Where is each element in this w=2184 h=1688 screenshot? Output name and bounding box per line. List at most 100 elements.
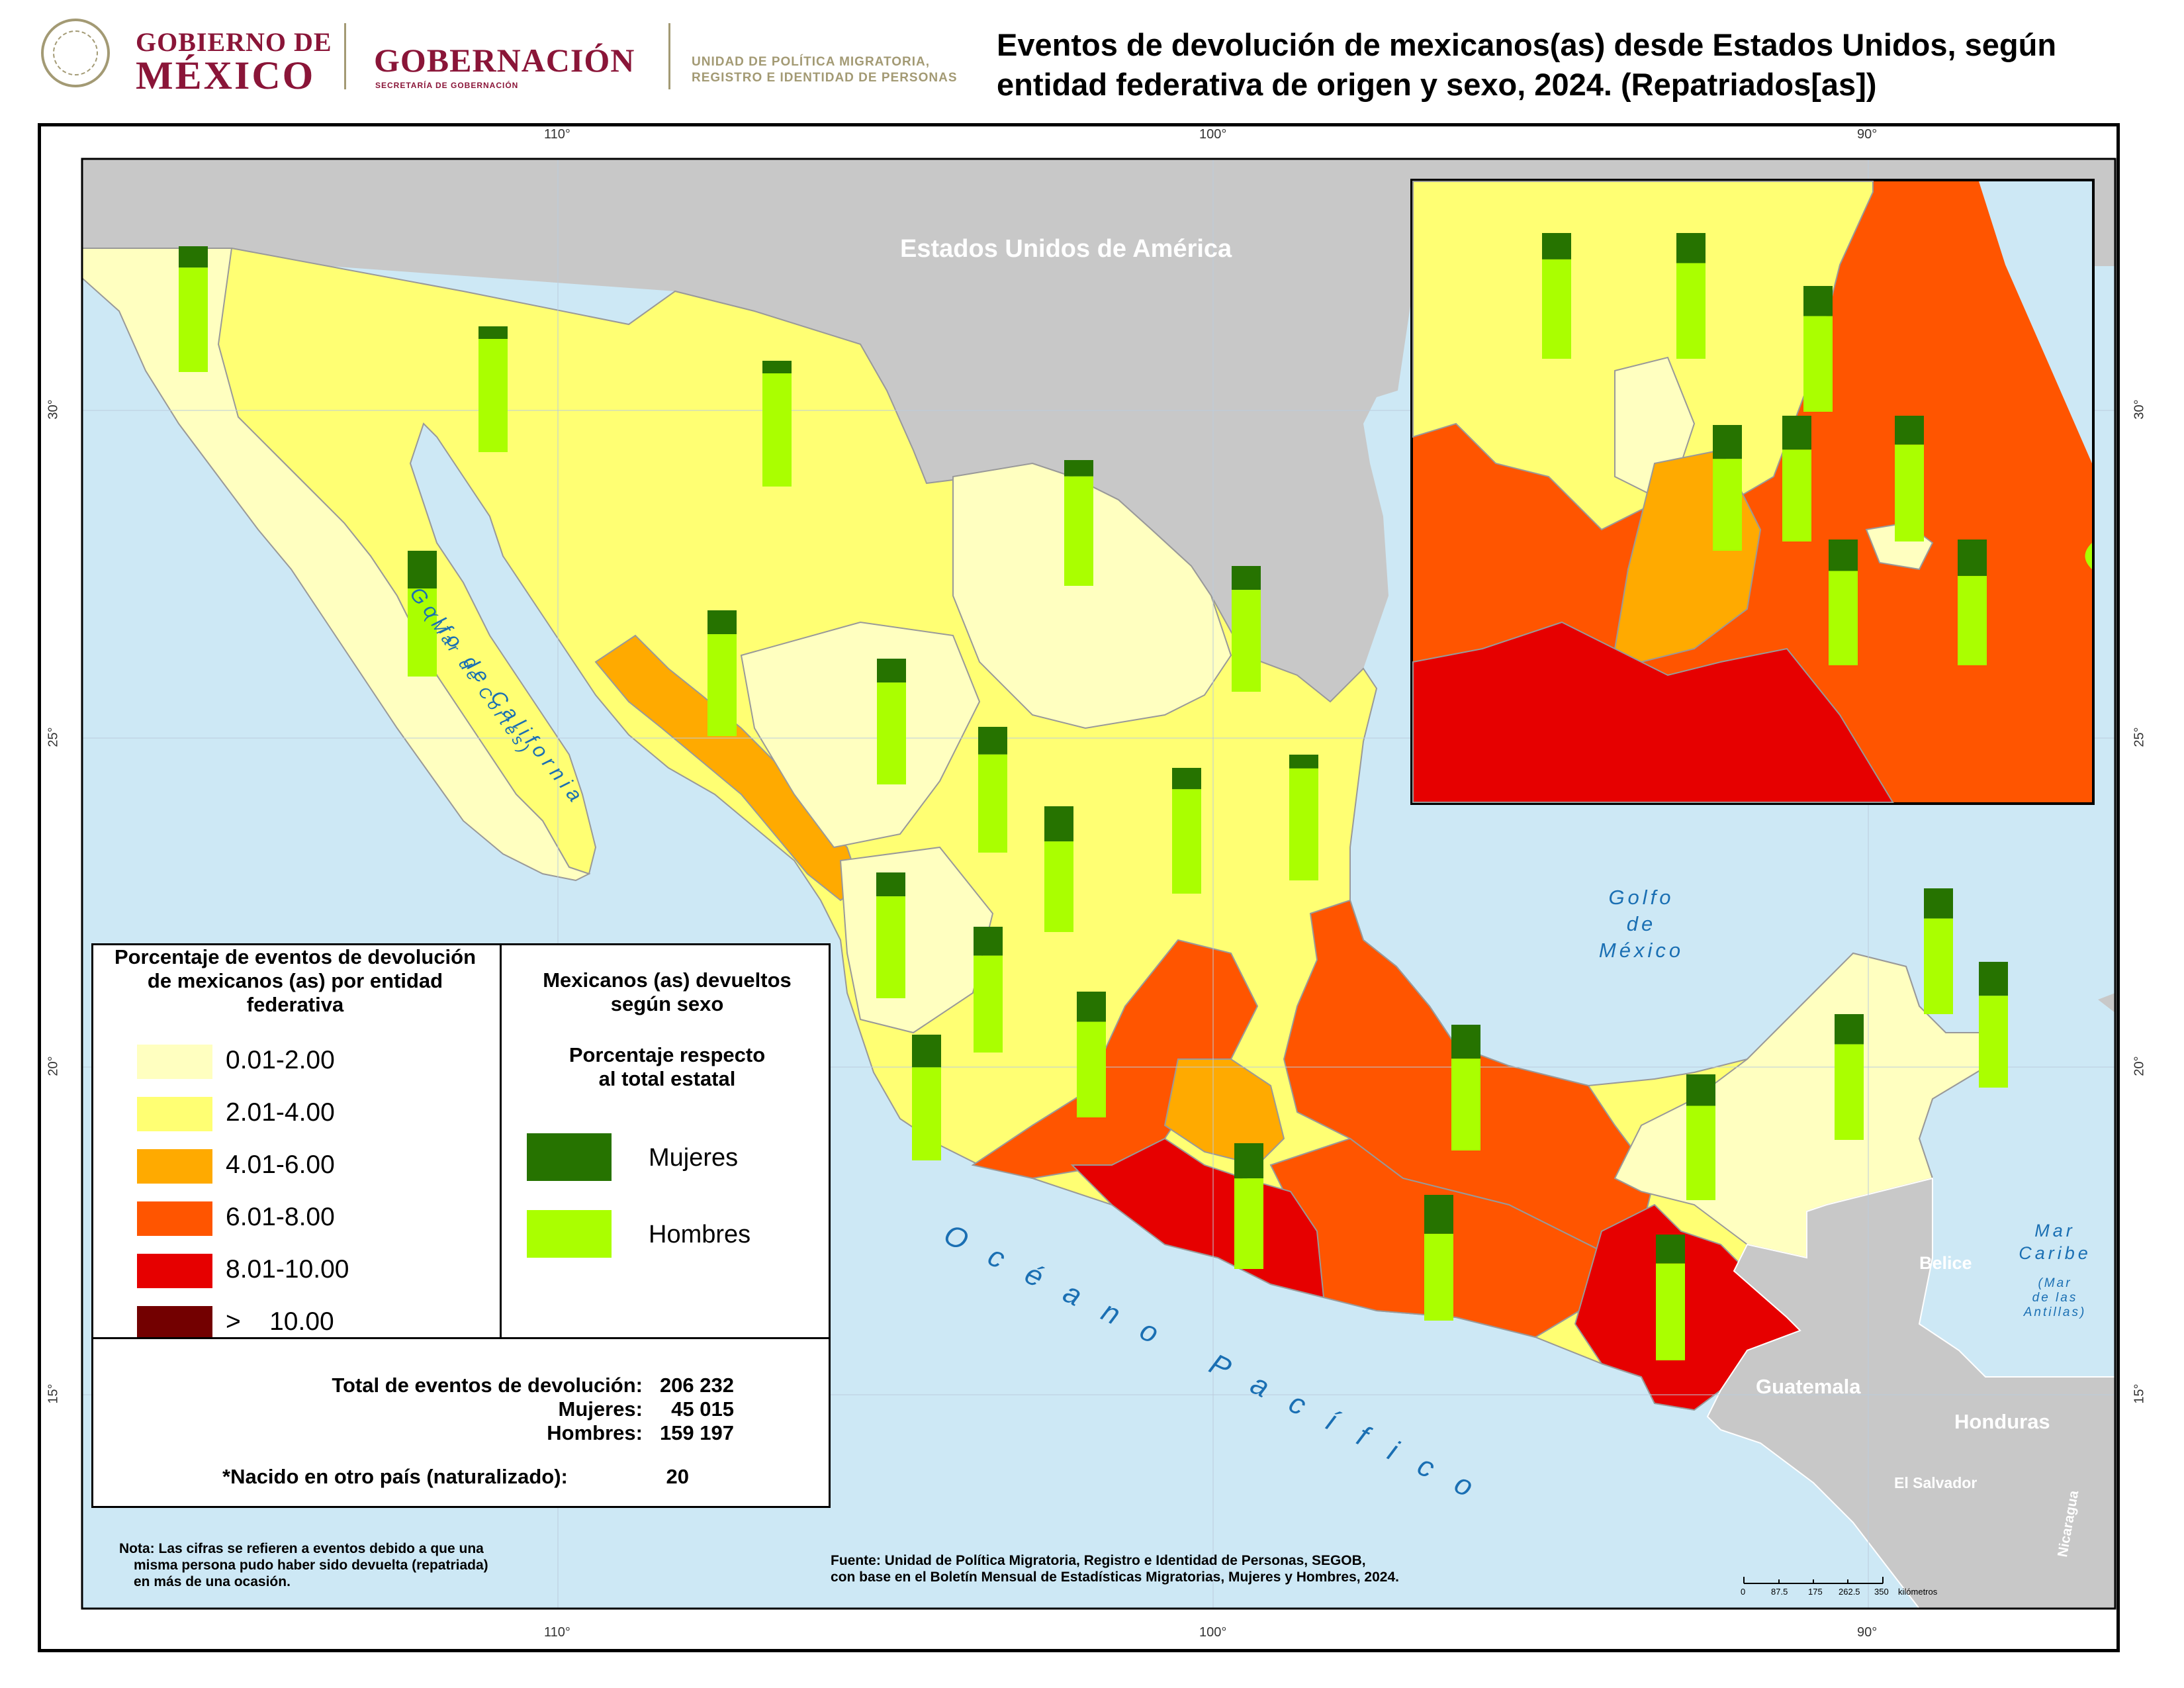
bar-men-nl	[1232, 590, 1261, 692]
tick-lat-25-right: 25°	[2132, 727, 2147, 747]
bar-women-camp	[1835, 1014, 1864, 1045]
state-baja-california	[81, 248, 591, 882]
bar-men-coah	[1064, 476, 1093, 586]
women-total-label: Mujeres:	[558, 1397, 643, 1421]
legend-sex-subtitle-1: Porcentaje respecto	[569, 1043, 766, 1066]
bar-men-jal	[974, 955, 1003, 1053]
bar-men-dgo	[877, 682, 906, 784]
bar-women-dgo	[877, 659, 906, 683]
bar-men-mex	[1713, 459, 1742, 551]
bar-men-gro	[1234, 1178, 1263, 1269]
bar-women-chih	[762, 361, 792, 373]
tick-lon-100-top: 100°	[1199, 127, 1227, 142]
bar-men-ver	[1451, 1058, 1480, 1150]
legend-sex-subtitle: Porcentaje respecto al total estatal	[502, 1043, 833, 1091]
map-title-line1: Eventos de devolución de mexicanos(as) d…	[997, 27, 2057, 62]
legend-class-label-4: 8.01-10.00	[226, 1255, 349, 1284]
label-usa: Estados Unidos de América	[900, 235, 1232, 263]
naturalized-label: *Nacido en otro país (naturalizado):	[222, 1465, 568, 1488]
bar-men-oax	[1424, 1233, 1453, 1321]
men-total-value: 159 197	[659, 1421, 734, 1444]
bar-women-oax	[1424, 1195, 1453, 1234]
ministry-subtitle: SECRETARÍA DE GOBERNACIÓN	[375, 81, 519, 90]
source-note: Fuente: Unidad de Política Migratoria, R…	[831, 1552, 1399, 1585]
total-value: 206 232	[659, 1374, 734, 1397]
bar-women-nl	[1232, 566, 1261, 590]
bar-women-col	[912, 1035, 941, 1068]
totals-labels: Total de eventos de devolución: Mujeres:…	[93, 1374, 643, 1445]
label-caribbean-4: de las	[2032, 1291, 2078, 1305]
label-honduras: Honduras	[1954, 1410, 2050, 1433]
label-caribbean-3: (Mar	[2038, 1276, 2072, 1290]
bar-men-col	[912, 1067, 941, 1160]
bar-men-tab	[1686, 1105, 1715, 1200]
tick-lat-15-left: 15°	[46, 1383, 61, 1404]
bar-men-cdmx	[1958, 576, 1987, 665]
central-america	[1706, 1177, 2116, 1609]
legend-class-swatch-4	[137, 1254, 212, 1288]
bar-men-pue	[1829, 571, 1858, 665]
scale-label-0: 0	[1741, 1587, 1746, 1597]
legend-sex-title-2: según sexo	[610, 992, 724, 1015]
bar-women-mor	[1782, 416, 1811, 450]
label-gulf-mexico-3: México	[1598, 939, 1684, 962]
legend-men-swatch	[527, 1210, 612, 1258]
bar-men-qro	[1676, 263, 1706, 359]
cuba	[2098, 993, 2115, 1013]
national-seal-icon	[41, 19, 110, 87]
government-logo-line1: GOBIERNO DE	[136, 27, 332, 57]
scale-label-350: 350	[1874, 1587, 1889, 1597]
label-gulf-mexico-1: Golfo	[1608, 886, 1674, 909]
usa-territory	[82, 159, 2115, 702]
legend-women-swatch	[527, 1133, 612, 1181]
label-el-salvador: El Salvador	[1894, 1474, 1978, 1491]
label-caribbean: Mar Caribe	[2012, 1219, 2098, 1264]
legend-class-label-5: > 10.00	[226, 1307, 334, 1336]
central-mexico-inset	[1410, 179, 2095, 805]
tick-lon-110-top: 110°	[544, 127, 570, 142]
bar-men-qroo	[1979, 996, 2008, 1088]
bar-women-tab	[1686, 1074, 1715, 1106]
page-header: GOBIERNO DE MÉXICO GOBERNACIÓN SECRETARÍ…	[0, 0, 2184, 113]
women-total-value: 45 015	[671, 1397, 734, 1421]
tick-lat-20-right: 20°	[2132, 1056, 2147, 1076]
legend-men-label: Hombres	[649, 1221, 751, 1248]
scale-unit: kilómetros	[1898, 1587, 1938, 1597]
label-gulf-mexico: Golfo de México	[1575, 884, 1707, 964]
bar-women-sin	[707, 610, 737, 635]
bar-women-jal	[974, 927, 1003, 956]
bar-women-bcs	[408, 551, 437, 588]
footnote-line3: en más de una ocasión.	[134, 1574, 291, 1589]
label-guatemala: Guatemala	[1756, 1375, 1861, 1398]
tick-lon-90-bottom: 90°	[1857, 1625, 1878, 1640]
state-estado-de-mexico	[1163, 1058, 1285, 1166]
bar-women-ags	[1172, 768, 1201, 790]
map-title-line2: entidad federativa de origen y sexo, 202…	[997, 67, 1877, 102]
bar-men-bcs	[408, 588, 437, 677]
bar-men-ags	[1172, 789, 1201, 894]
scale-label-175: 175	[1808, 1587, 1823, 1597]
label-caribbean-2: Caribe	[2019, 1243, 2091, 1263]
tick-lon-90-top: 90°	[1857, 127, 1878, 142]
header-divider-2	[668, 23, 670, 89]
legend-sex-title-1: Mexicanos (as) devueltos	[543, 968, 792, 992]
bar-women-qro	[1676, 233, 1706, 263]
legend-class-swatch-3	[137, 1201, 212, 1236]
bar-women-nay	[876, 872, 905, 897]
source-line2: con base en el Boletín Mensual de Estadí…	[831, 1570, 1399, 1585]
unit-name-line2: REGISTRO E IDENTIDAD DE PERSONAS	[692, 71, 958, 85]
legend-class-swatch-0	[137, 1045, 212, 1079]
bar-women-coah	[1064, 460, 1093, 477]
bar-men-son	[478, 339, 508, 452]
bar-men-camp	[1835, 1044, 1864, 1140]
source-line1: Fuente: Unidad de Política Migratoria, R…	[831, 1553, 1366, 1568]
bar-women-tlax	[1895, 416, 1924, 445]
legend-class-label-2: 4.01-6.00	[226, 1150, 335, 1179]
tick-lat-30-left: 30°	[46, 399, 61, 420]
bar-women-cdmx	[1958, 539, 1987, 577]
bar-women-mex	[1713, 425, 1742, 459]
tick-lat-15-right: 15°	[2132, 1383, 2147, 1404]
label-belize: Belice	[1919, 1253, 1972, 1273]
bar-women-zac	[978, 727, 1007, 755]
